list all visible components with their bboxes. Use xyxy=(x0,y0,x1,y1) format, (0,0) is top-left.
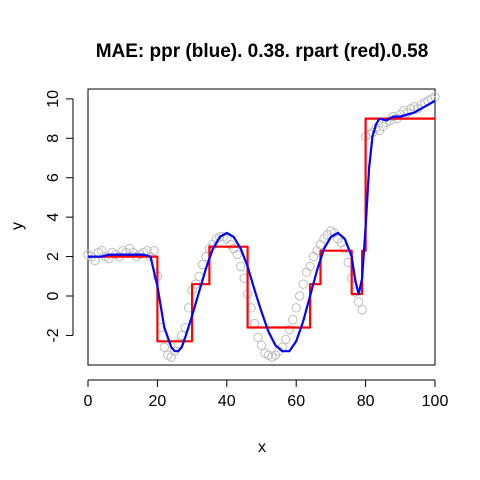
ppr-line-series xyxy=(88,99,436,353)
data-points xyxy=(83,92,440,362)
y-tick-label: 0 xyxy=(45,291,62,300)
data-point xyxy=(288,314,298,325)
x-tick-label: 80 xyxy=(357,393,375,410)
x-axis: 0 20 40 60 80 100 xyxy=(84,379,449,410)
y-tick-label: 10 xyxy=(45,90,62,108)
y-axis: -2 0 2 4 6 8 10 xyxy=(45,90,74,343)
data-point xyxy=(256,340,267,350)
data-point xyxy=(159,342,170,352)
x-tick-label: 20 xyxy=(149,393,167,410)
data-point xyxy=(281,334,291,345)
chart-title: MAE: ppr (blue). 0.38. rpart (red).0.58 xyxy=(96,41,429,62)
data-point xyxy=(215,232,225,242)
ppr-line xyxy=(88,99,436,353)
y-tick-label: -2 xyxy=(45,328,62,342)
x-tick-label: 40 xyxy=(218,393,236,410)
data-point xyxy=(149,245,159,256)
y-tick-label: 2 xyxy=(45,252,62,261)
x-tick-label: 60 xyxy=(287,393,305,410)
data-point xyxy=(253,332,263,343)
data-point xyxy=(305,261,315,272)
x-tick-label: 0 xyxy=(84,393,93,410)
data-point xyxy=(284,324,294,335)
data-point xyxy=(294,291,305,301)
rpart-line xyxy=(88,117,435,343)
data-point xyxy=(357,305,367,315)
rpart-step-series xyxy=(88,117,435,343)
x-tick-label: 100 xyxy=(422,393,449,410)
data-point xyxy=(298,279,308,289)
data-point xyxy=(353,297,364,307)
y-tick-label: 6 xyxy=(45,173,62,182)
y-tick-label: 8 xyxy=(45,134,62,143)
data-point xyxy=(232,249,242,260)
plot-frame xyxy=(87,88,436,366)
y-tick-label: 4 xyxy=(45,213,62,222)
data-point xyxy=(235,261,246,272)
x-axis-label: x xyxy=(258,439,266,456)
y-axis-label: y xyxy=(9,222,26,230)
data-point xyxy=(291,303,301,313)
